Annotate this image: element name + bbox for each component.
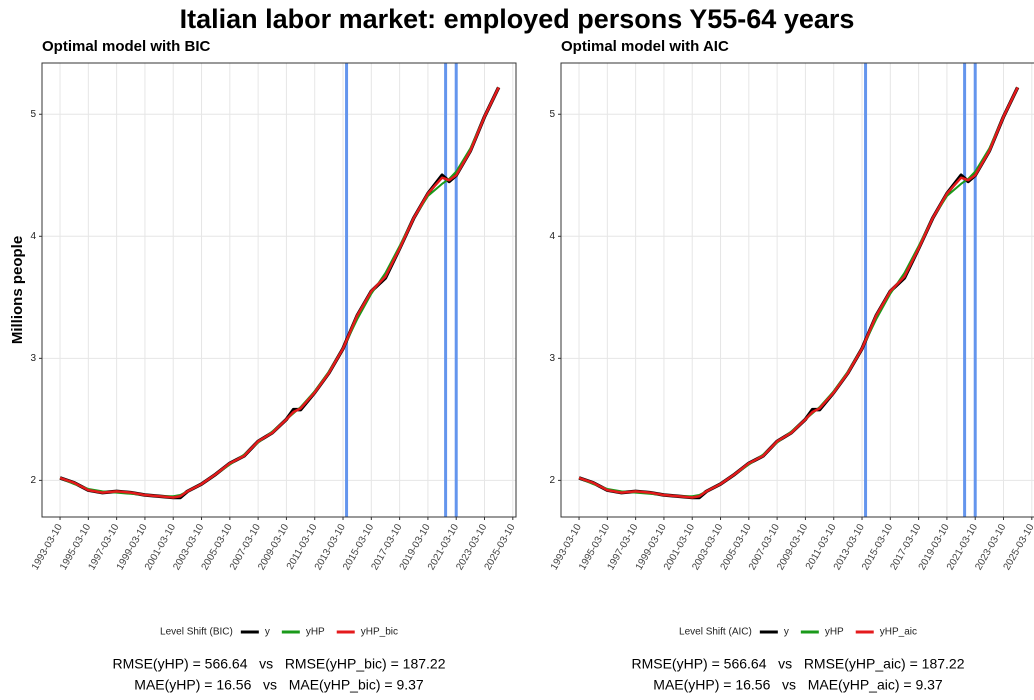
series-line	[59, 86, 500, 499]
page-title: Italian labor market: employed persons Y…	[180, 4, 855, 34]
legend: Level Shift (BIC) y yHP yHP_bic	[160, 627, 398, 638]
metric-annotation: MAE(yHP) = 16.56 vs MAE(yHP_bic) = 9.37	[134, 677, 424, 693]
metric-annotation: RMSE(yHP) = 566.64 vs RMSE(yHP_bic) = 18…	[112, 656, 445, 672]
y-tick-label: 2	[549, 475, 555, 486]
legend-title: Level Shift (AIC)	[679, 627, 752, 638]
y-tick-label: 5	[549, 109, 555, 120]
plot-border	[41, 62, 517, 518]
y-axis-label: Millions people	[9, 236, 26, 344]
legend-label: y	[265, 627, 270, 638]
y-tick-label: 3	[30, 353, 36, 364]
y-tick-label: 3	[549, 353, 555, 364]
legend: Level Shift (AIC) y yHP yHP_aic	[679, 627, 917, 638]
legend-label: yHP_aic	[880, 627, 917, 638]
metric-annotation: MAE(yHP) = 16.56 vs MAE(yHP_aic) = 9.37	[653, 677, 943, 693]
plot-background	[561, 63, 1034, 517]
y-tick-label: 4	[30, 231, 36, 242]
y-tick-label: 5	[30, 109, 36, 120]
legend-label: yHP	[306, 627, 325, 638]
plot-background	[42, 63, 516, 517]
y-tick-label: 4	[549, 231, 555, 242]
legend-label: yHP_bic	[361, 627, 398, 638]
metric-annotation: RMSE(yHP) = 566.64 vs RMSE(yHP_aic) = 18…	[631, 656, 964, 672]
legend-label: yHP	[825, 627, 844, 638]
legend-label: y	[784, 627, 789, 638]
legend-title: Level Shift (BIC)	[160, 627, 233, 638]
chart-title: Optimal model with AIC	[561, 38, 729, 55]
y-tick-label: 2	[30, 475, 36, 486]
plot-border	[560, 62, 1034, 518]
series-line	[578, 86, 1019, 499]
chart-title: Optimal model with BIC	[42, 38, 211, 55]
